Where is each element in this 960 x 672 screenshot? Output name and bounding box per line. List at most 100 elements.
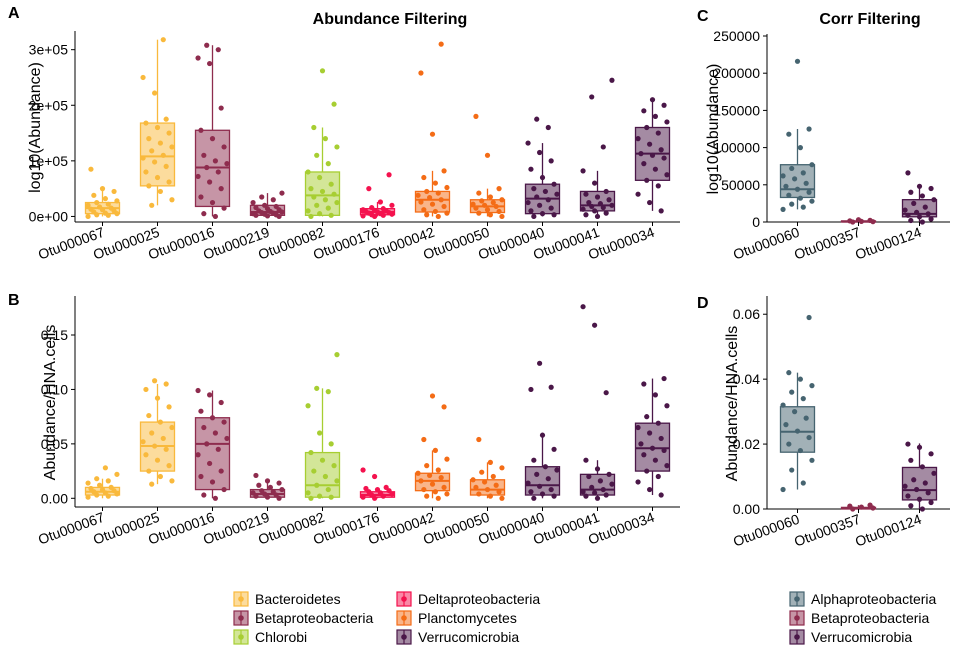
data-point xyxy=(435,467,441,473)
data-point xyxy=(331,463,337,469)
data-point xyxy=(152,443,158,449)
data-point xyxy=(635,191,641,197)
data-point xyxy=(366,186,372,192)
data-point xyxy=(580,168,586,174)
legend-label: Planctomycetes xyxy=(418,610,517,626)
data-point xyxy=(221,144,227,150)
box-Otu000025 xyxy=(139,378,176,487)
data-point xyxy=(649,97,656,103)
data-point xyxy=(809,162,815,168)
data-point xyxy=(548,158,554,164)
data-point xyxy=(580,304,586,310)
data-point xyxy=(435,190,441,196)
data-point xyxy=(792,409,798,415)
data-point xyxy=(652,457,658,463)
data-point xyxy=(641,108,647,114)
data-point xyxy=(658,492,664,498)
data-point xyxy=(207,460,213,467)
legend-key-point xyxy=(401,615,407,621)
data-point xyxy=(169,424,175,431)
y-tick-label: 0e+00 xyxy=(29,208,69,224)
data-point xyxy=(218,105,224,111)
data-point xyxy=(476,491,482,497)
data-point xyxy=(783,183,789,189)
data-point xyxy=(908,503,914,509)
data-point xyxy=(797,145,803,151)
data-point xyxy=(209,199,216,206)
data-point xyxy=(207,392,213,398)
data-point xyxy=(432,489,438,495)
data-point xyxy=(487,194,493,200)
data-point xyxy=(195,452,201,458)
data-point xyxy=(102,196,108,202)
data-point xyxy=(647,430,653,436)
data-point xyxy=(429,201,436,207)
data-point xyxy=(652,113,658,119)
data-point xyxy=(259,488,265,494)
data-point xyxy=(858,504,864,510)
data-point xyxy=(305,490,311,496)
data-point xyxy=(661,447,667,453)
data-point xyxy=(198,408,204,414)
panel-label: B xyxy=(8,292,20,309)
data-point xyxy=(273,203,279,210)
legend-item-Betaproteobacteria: Betaproteobacteria xyxy=(233,610,374,626)
data-point xyxy=(592,180,598,186)
data-point xyxy=(592,322,598,328)
data-point xyxy=(311,194,317,200)
data-point xyxy=(922,480,928,486)
data-point xyxy=(928,451,934,457)
data-point xyxy=(551,446,557,452)
data-point xyxy=(305,403,311,409)
data-point xyxy=(250,211,256,217)
data-point xyxy=(531,495,537,501)
data-point xyxy=(418,478,424,484)
box-Otu000040 xyxy=(524,116,561,220)
x-tick-label: Otu000357 xyxy=(792,224,863,263)
data-point xyxy=(551,493,557,499)
data-point xyxy=(496,489,502,495)
data-point xyxy=(537,202,543,208)
box-Otu000060 xyxy=(779,314,816,493)
data-point xyxy=(493,482,499,488)
data-point xyxy=(919,506,925,512)
data-point xyxy=(328,212,334,218)
data-point xyxy=(157,419,163,425)
data-point xyxy=(911,200,917,206)
data-point xyxy=(198,473,204,480)
box-Otu000050 xyxy=(469,436,506,501)
data-point xyxy=(305,208,311,214)
data-point xyxy=(169,478,175,484)
data-point xyxy=(916,444,923,450)
data-point xyxy=(319,457,326,463)
data-point xyxy=(476,210,482,216)
data-point xyxy=(149,202,155,208)
legend-item-Verrucomicrobia: Verrucomicrobia xyxy=(789,629,912,645)
data-point xyxy=(528,386,534,393)
data-point xyxy=(603,390,609,396)
data-point xyxy=(105,478,111,484)
data-point xyxy=(780,173,786,179)
data-point xyxy=(424,188,430,195)
data-point xyxy=(658,147,664,153)
data-point xyxy=(331,191,337,197)
panel-A: 0e+00 1e+05 2e+05 3e+05 log10(Abundance) A Abu… xyxy=(8,5,680,263)
data-point xyxy=(537,483,543,489)
data-point xyxy=(664,403,670,409)
data-point xyxy=(499,197,505,203)
data-point xyxy=(424,463,430,469)
data-point xyxy=(594,466,601,472)
data-point xyxy=(262,202,268,208)
data-point xyxy=(322,197,328,203)
y-tick-label: 0.00 xyxy=(41,490,68,506)
box-Otu000082 xyxy=(304,68,341,220)
legend-key-point xyxy=(794,634,800,640)
data-point xyxy=(652,166,658,172)
data-point xyxy=(649,152,656,158)
data-point xyxy=(499,465,505,471)
data-point xyxy=(201,492,207,498)
data-point xyxy=(438,475,444,481)
data-point xyxy=(531,186,537,192)
data-point xyxy=(928,499,934,506)
